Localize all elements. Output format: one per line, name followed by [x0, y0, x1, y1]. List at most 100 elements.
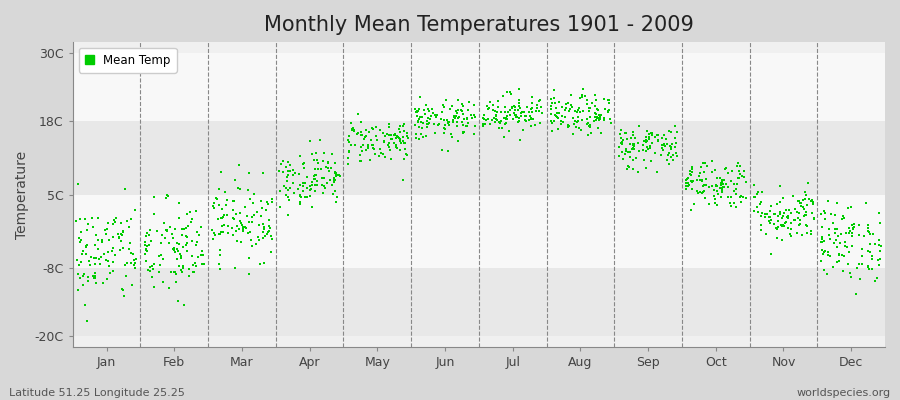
- Point: [485, 117, 500, 124]
- Point: [425, 106, 439, 112]
- Point: [275, 169, 290, 175]
- Point: [170, 240, 184, 246]
- Point: [512, 118, 526, 125]
- Point: [770, 201, 785, 208]
- Point: [705, 169, 719, 175]
- Point: [798, 222, 813, 228]
- Point: [243, 229, 257, 235]
- Point: [142, 264, 157, 270]
- Point: [503, 89, 517, 96]
- Point: [362, 129, 376, 135]
- Point: [511, 107, 526, 113]
- Point: [861, 266, 876, 272]
- Point: [256, 220, 270, 227]
- Point: [561, 124, 575, 130]
- Point: [359, 133, 374, 139]
- Point: [179, 240, 194, 246]
- Point: [841, 261, 855, 267]
- Point: [730, 180, 744, 187]
- Point: [520, 104, 535, 111]
- Point: [154, 252, 168, 258]
- Point: [554, 118, 569, 124]
- Point: [333, 173, 347, 179]
- Point: [701, 201, 716, 207]
- Point: [479, 117, 493, 123]
- Point: [669, 150, 683, 156]
- Point: [316, 190, 330, 196]
- Point: [279, 184, 293, 191]
- Point: [408, 122, 422, 128]
- Point: [94, 254, 108, 260]
- Point: [328, 170, 343, 176]
- Point: [550, 114, 564, 120]
- Point: [502, 111, 517, 118]
- Point: [342, 148, 356, 155]
- Point: [318, 150, 332, 156]
- Point: [317, 183, 331, 190]
- Point: [524, 123, 538, 130]
- Point: [690, 188, 705, 194]
- Point: [140, 243, 154, 250]
- Point: [314, 182, 328, 188]
- Point: [419, 118, 434, 124]
- Point: [874, 243, 888, 250]
- Point: [235, 222, 249, 228]
- Point: [746, 194, 760, 200]
- Point: [640, 144, 654, 150]
- Point: [715, 188, 729, 195]
- Point: [227, 216, 241, 222]
- Point: [580, 101, 594, 108]
- Point: [797, 212, 812, 218]
- Point: [716, 177, 731, 183]
- Point: [361, 143, 375, 150]
- Point: [91, 215, 105, 221]
- Bar: [73, 268, 885, 336]
- Point: [238, 224, 252, 231]
- Point: [179, 233, 194, 239]
- Point: [834, 216, 849, 222]
- Point: [277, 182, 292, 189]
- Point: [568, 118, 582, 125]
- Point: [410, 130, 424, 137]
- Point: [256, 170, 270, 176]
- Point: [626, 144, 641, 151]
- Point: [308, 182, 322, 188]
- Point: [801, 180, 815, 187]
- Point: [217, 211, 231, 218]
- Point: [615, 149, 629, 156]
- Point: [354, 119, 368, 125]
- Point: [796, 197, 811, 203]
- Point: [189, 263, 203, 270]
- Point: [758, 211, 772, 217]
- Point: [108, 252, 122, 258]
- Point: [680, 177, 694, 183]
- Point: [142, 268, 157, 274]
- Point: [594, 112, 608, 118]
- Point: [389, 143, 403, 150]
- Point: [804, 198, 818, 204]
- Point: [171, 241, 185, 247]
- Point: [488, 119, 502, 125]
- Point: [170, 297, 184, 304]
- Point: [580, 97, 595, 103]
- Point: [846, 225, 860, 232]
- Point: [384, 136, 399, 142]
- Point: [705, 158, 719, 164]
- Point: [622, 164, 636, 170]
- Point: [117, 293, 131, 300]
- Point: [390, 145, 404, 151]
- Point: [373, 127, 387, 134]
- Point: [176, 263, 191, 269]
- Point: [769, 224, 783, 231]
- Point: [572, 105, 587, 111]
- Point: [122, 246, 136, 252]
- Point: [182, 266, 196, 272]
- Point: [412, 124, 427, 131]
- Point: [781, 225, 796, 232]
- Point: [791, 215, 806, 221]
- Point: [627, 142, 642, 149]
- Point: [155, 232, 169, 238]
- Point: [663, 128, 678, 135]
- Point: [655, 135, 670, 141]
- Point: [451, 97, 465, 103]
